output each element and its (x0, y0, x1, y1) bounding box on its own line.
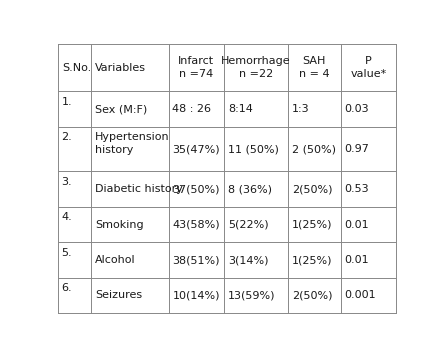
Text: Smoking: Smoking (95, 220, 144, 230)
Text: 5.: 5. (62, 248, 72, 258)
Text: Hemorrhage
n =22: Hemorrhage n =22 (222, 56, 291, 79)
Text: 2(50%): 2(50%) (292, 184, 332, 194)
Text: 8 (36%): 8 (36%) (228, 184, 272, 194)
Text: 1(25%): 1(25%) (292, 220, 332, 230)
Text: 3(14%): 3(14%) (228, 255, 269, 265)
Text: 0.03: 0.03 (345, 104, 369, 114)
Text: 43(58%): 43(58%) (172, 220, 220, 230)
Text: 0.001: 0.001 (345, 290, 376, 300)
Text: 11 (50%): 11 (50%) (228, 144, 279, 154)
Text: 13(59%): 13(59%) (228, 290, 276, 300)
Text: 4.: 4. (62, 212, 72, 222)
Text: Infarct
n =74: Infarct n =74 (179, 56, 214, 79)
Text: 48 : 26: 48 : 26 (172, 104, 211, 114)
Text: 6.: 6. (62, 283, 72, 293)
Text: 37(50%): 37(50%) (172, 184, 220, 194)
Text: P
value*: P value* (350, 56, 387, 79)
Text: SAH
n = 4: SAH n = 4 (299, 56, 330, 79)
Text: 1.: 1. (62, 97, 72, 107)
Text: 38(51%): 38(51%) (172, 255, 220, 265)
Text: 3.: 3. (62, 177, 72, 187)
Text: 2 (50%): 2 (50%) (292, 144, 336, 154)
Text: Variables: Variables (95, 62, 146, 73)
Text: 0.01: 0.01 (345, 255, 369, 265)
Text: Seizures: Seizures (95, 290, 142, 300)
Text: 2.: 2. (62, 132, 72, 142)
Text: Alcohol: Alcohol (95, 255, 136, 265)
Text: Hypertension
history: Hypertension history (95, 132, 170, 154)
Text: 2(50%): 2(50%) (292, 290, 332, 300)
Text: 5(22%): 5(22%) (228, 220, 269, 230)
Text: 0.01: 0.01 (345, 220, 369, 230)
Text: 1:3: 1:3 (292, 104, 309, 114)
Text: S.No.: S.No. (62, 62, 92, 73)
Text: 0.97: 0.97 (345, 144, 369, 154)
Text: Diabetic history: Diabetic history (95, 184, 183, 194)
Text: Sex (M:F): Sex (M:F) (95, 104, 147, 114)
Text: 10(14%): 10(14%) (172, 290, 220, 300)
Text: 1(25%): 1(25%) (292, 255, 332, 265)
Text: 8:14: 8:14 (228, 104, 253, 114)
Text: 35(47%): 35(47%) (172, 144, 220, 154)
Text: 0.53: 0.53 (345, 184, 369, 194)
